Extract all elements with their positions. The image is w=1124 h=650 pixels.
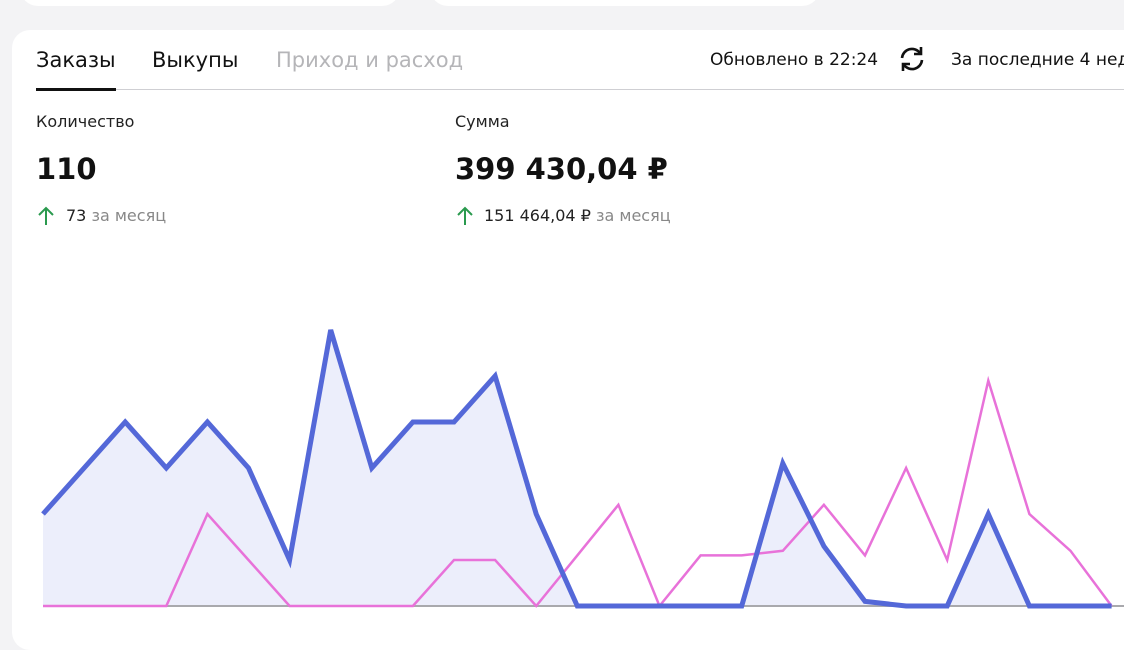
top-card bbox=[430, 0, 820, 6]
area bbox=[43, 330, 1112, 606]
tab-buyouts[interactable]: Выкупы bbox=[152, 48, 239, 72]
line bbox=[43, 375, 1113, 609]
stat-value: 110 bbox=[36, 152, 97, 186]
delta-note: за месяц bbox=[595, 206, 671, 225]
chart bbox=[41, 329, 1124, 609]
line bbox=[41, 329, 1112, 609]
stat-label: Сумма bbox=[455, 112, 510, 131]
page: Заказы Выкупы Приход и расход Обновлено … bbox=[12, 0, 1124, 650]
period-select[interactable]: За последние 4 нед bbox=[951, 50, 1124, 70]
stat-delta: 73 за месяц bbox=[66, 206, 166, 225]
tab-income[interactable]: Приход и расход bbox=[276, 48, 464, 72]
delta-value: 73 bbox=[66, 206, 87, 225]
stat-label: Количество bbox=[36, 112, 135, 131]
tab-underline bbox=[36, 88, 116, 91]
refresh-icon[interactable] bbox=[897, 44, 927, 74]
delta-note: за месяц bbox=[91, 206, 167, 225]
up-arrow bbox=[38, 206, 54, 225]
up-arrow bbox=[457, 206, 473, 225]
tab-orders[interactable]: Заказы bbox=[36, 48, 116, 72]
top-card bbox=[20, 0, 400, 6]
stat-delta: 151 464,04 ₽ за месяц bbox=[484, 206, 671, 225]
tab-divider bbox=[36, 89, 1124, 90]
delta-value: 151 464,04 ₽ bbox=[484, 206, 591, 225]
stat-value: 399 430,04 ₽ bbox=[455, 152, 668, 186]
updated-time: Обновлено в 22:24 bbox=[710, 50, 879, 70]
